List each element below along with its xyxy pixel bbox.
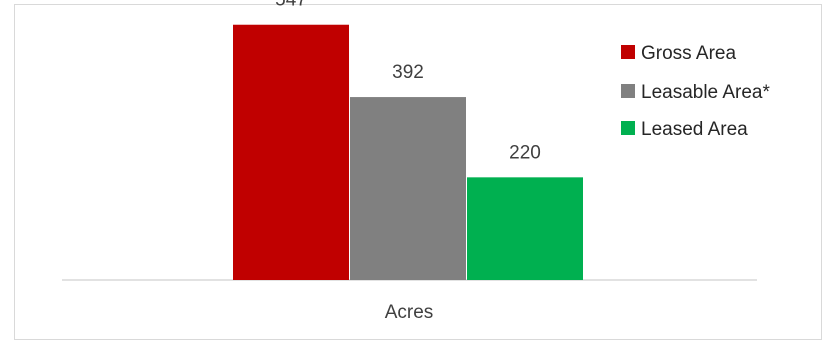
data-label-leased-area: 220 <box>509 142 541 163</box>
bar-gross-area <box>233 24 349 280</box>
legend-swatch-leased-area <box>621 121 635 135</box>
legend-label-gross-area: Gross Area <box>641 43 736 64</box>
legend: Gross Area Leasable Area* Leased Area <box>621 43 770 140</box>
legend-swatch-gross-area <box>621 45 635 59</box>
bar-leased-area <box>467 177 583 280</box>
legend-label-leasable-area: Leasable Area* <box>641 82 770 103</box>
legend-swatch-leasable-area <box>621 84 635 98</box>
bar-leasable-area <box>350 97 466 280</box>
data-label-gross-area: 547 <box>275 0 307 11</box>
category-label-acres: Acres <box>385 302 434 323</box>
data-label-leasable-area: 392 <box>392 62 424 83</box>
legend-label-leased-area: Leased Area <box>641 119 748 140</box>
